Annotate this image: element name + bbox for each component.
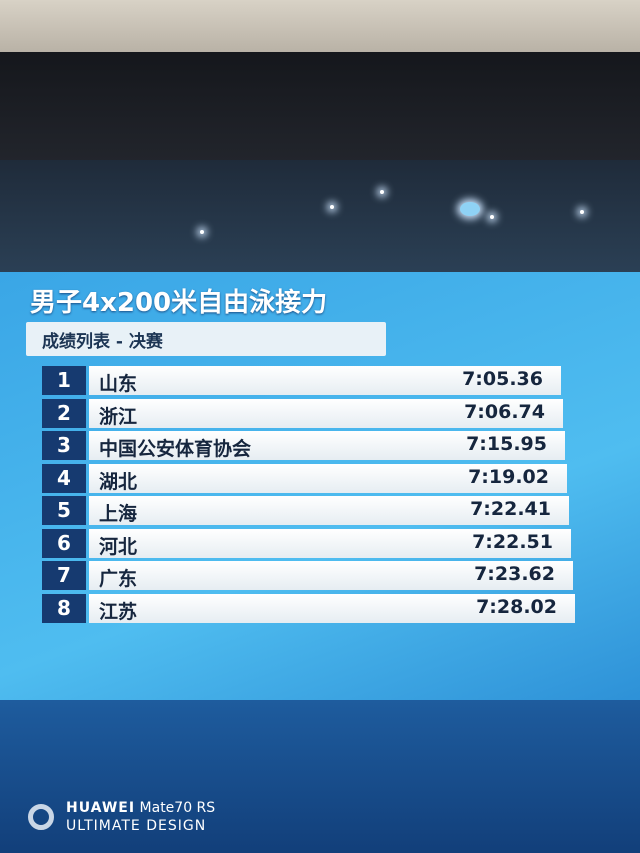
ring-logo-icon [28, 804, 54, 830]
result-time: 7:06.74 [464, 400, 545, 423]
result-row: 7 广东 7:23.62 [42, 561, 573, 590]
team-name: 湖北 [99, 470, 138, 493]
rank-badge: 8 [42, 593, 86, 623]
result-time: 7:05.36 [462, 368, 543, 390]
team-name: 浙江 [99, 405, 138, 428]
stadium-light [460, 202, 480, 216]
rank-badge: 6 [42, 528, 86, 558]
result-bar: 广东 7:23.62 [89, 561, 573, 590]
stadium-light [580, 210, 584, 214]
result-bar: 山东 7:05.36 [89, 366, 561, 395]
team-name: 广东 [99, 568, 138, 590]
result-time: 7:28.02 [476, 595, 557, 618]
result-time: 7:22.51 [472, 530, 553, 553]
watermark-model: Mate70 RS [139, 800, 216, 816]
results-subtitle: 成绩列表 - 决赛 [26, 322, 386, 356]
arena-background [0, 160, 640, 285]
rank-badge: 4 [42, 463, 86, 493]
rank-badge: 3 [42, 431, 86, 460]
team-name: 河北 [99, 535, 138, 558]
result-row: 4 湖北 7:19.02 [42, 463, 567, 493]
team-name: 中国公安体育协会 [99, 438, 252, 460]
stadium-light [330, 205, 334, 209]
result-row: 6 河北 7:22.51 [42, 528, 571, 558]
tv-bezel [0, 52, 640, 162]
result-bar: 浙江 7:06.74 [89, 398, 563, 428]
rank-badge: 5 [42, 496, 86, 525]
result-row: 5 上海 7:22.41 [42, 496, 569, 525]
rank-badge: 7 [42, 561, 86, 590]
result-bar: 江苏 7:28.02 [89, 593, 575, 623]
pool-deck [0, 700, 640, 853]
rank-badge: 2 [42, 398, 86, 428]
result-time: 7:19.02 [468, 465, 549, 488]
watermark-brand: HUAWEI [66, 800, 136, 816]
team-name: 上海 [99, 503, 138, 525]
result-bar: 河北 7:22.51 [89, 528, 571, 558]
event-title: 男子4x200米自由泳接力 [30, 288, 328, 318]
result-row: 3 中国公安体育协会 7:15.95 [42, 431, 565, 460]
result-bar: 湖北 7:19.02 [89, 463, 567, 493]
result-time: 7:23.62 [474, 563, 555, 585]
wall [0, 0, 640, 52]
rank-badge: 1 [42, 366, 86, 395]
result-time: 7:15.95 [466, 433, 547, 455]
result-row: 8 江苏 7:28.02 [42, 593, 575, 623]
result-row: 2 浙江 7:06.74 [42, 398, 563, 428]
team-name: 山东 [99, 373, 138, 395]
stadium-light [200, 230, 204, 234]
result-bar: 上海 7:22.41 [89, 496, 569, 525]
stadium-light [380, 190, 384, 194]
result-row: 1 山东 7:05.36 [42, 366, 561, 395]
result-time: 7:22.41 [470, 498, 551, 520]
result-bar: 中国公安体育协会 7:15.95 [89, 431, 565, 460]
watermark-tagline: ULTIMATE DESIGN [66, 818, 207, 834]
team-name: 江苏 [99, 600, 138, 623]
stadium-light [490, 215, 494, 219]
